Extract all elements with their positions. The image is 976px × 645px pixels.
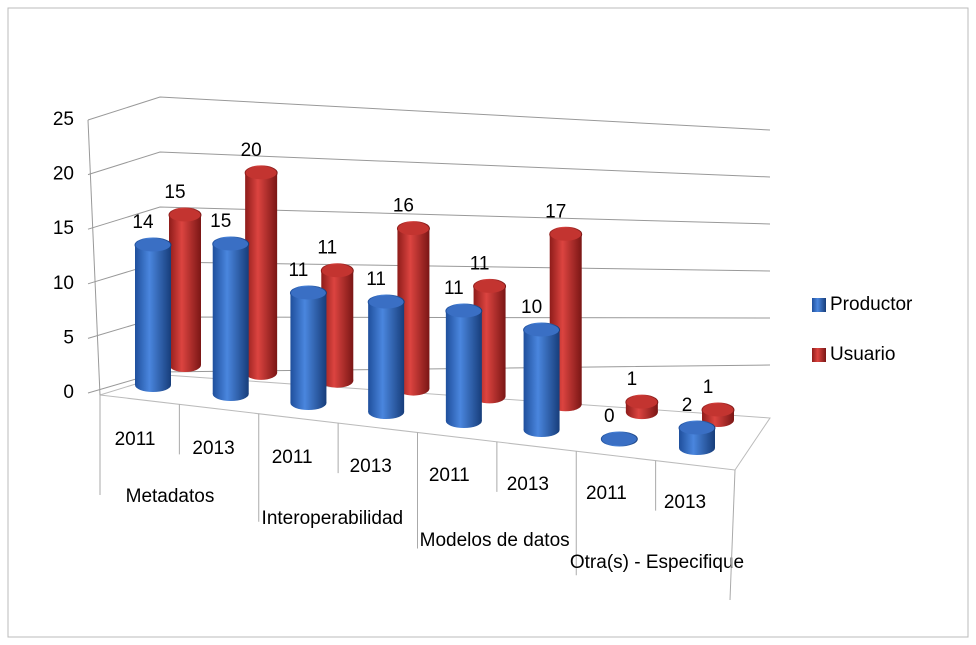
legend-swatch [812,348,826,362]
cylinder [320,263,354,388]
cylinder-body [135,245,171,385]
y-tick-label: 0 [63,382,74,403]
group-label: Otra(s) - Especifique [570,552,744,573]
category-divider [729,469,736,601]
cylinder-top [367,294,405,310]
cylinder-body [290,293,327,403]
y-axis [87,119,101,396]
x-tick-label: 2013 [507,474,549,495]
data-label: 15 [164,182,185,203]
cylinder-body [368,302,405,412]
data-label: 20 [241,140,262,161]
cylinder-top [523,322,561,338]
group-label: Metadatos [126,486,215,507]
frame [7,7,969,638]
cylinder-body [245,172,278,373]
cylinder-top [320,263,354,279]
cylinder-body [321,270,354,381]
grid-line [87,96,771,131]
data-label: 11 [470,253,490,274]
cylinder-top [134,237,172,253]
cylinder-top [625,394,659,410]
grid-line [87,151,771,178]
cylinder-body [523,330,560,430]
cylinder [289,285,327,410]
cylinder-top [212,236,250,252]
cylinder-top [168,207,202,223]
cylinder [445,303,483,428]
x-tick-label: 2011 [429,465,470,486]
cylinder-body [212,244,249,394]
data-label: 14 [132,212,154,233]
cylinder [212,236,250,401]
cylinder-top [244,165,278,181]
data-label: 2 [682,395,693,416]
data-label: 1 [703,377,714,398]
cylinder-top [473,278,507,294]
legend-label: Usuario [830,344,895,365]
data-label: 11 [317,238,337,259]
data-label: 17 [545,201,566,222]
group-label: Interoperabilidad [262,508,404,529]
x-tick-label: 2011 [115,429,156,450]
y-tick-label: 25 [53,109,74,130]
grid-line [87,206,771,230]
cylinder [600,431,638,447]
cylinder [678,420,716,455]
cylinder-top [678,420,716,436]
cylinder [134,237,172,392]
cylinder-top [289,285,327,301]
cylinder-top [701,402,735,418]
data-label: 11 [289,260,309,281]
cylinder [523,322,561,437]
legend-label: Productor [830,294,913,315]
x-tick-label: 2013 [664,492,706,513]
cylinder [168,207,202,372]
cylinder-top [445,303,483,319]
data-label: 16 [393,196,414,217]
y-tick-label: 20 [53,164,74,185]
data-label: 0 [604,406,615,427]
data-label: 10 [521,297,542,318]
data-label: 1 [627,369,638,390]
group-label: Modelos de datos [420,530,570,551]
y-tick-label: 5 [63,327,74,348]
y-tick-label: 10 [53,273,74,294]
x-tick-label: 2013 [192,438,234,459]
cylinder [244,165,278,380]
x-tick-label: 2011 [586,483,627,504]
data-label: 15 [210,211,231,232]
legend-swatch [812,298,826,312]
data-label: 11 [444,278,464,299]
data-label: 11 [366,269,386,290]
cylinder-body [445,311,482,421]
cylinder-top [396,221,430,237]
cylinder-top [549,226,583,242]
cylinder [625,394,659,420]
cylinder [367,294,405,419]
cylinder-body [169,215,201,365]
x-tick-label: 2013 [350,456,392,477]
x-tick-label: 2011 [272,447,313,468]
cylinder-top [600,431,638,447]
y-tick-label: 15 [53,218,74,239]
